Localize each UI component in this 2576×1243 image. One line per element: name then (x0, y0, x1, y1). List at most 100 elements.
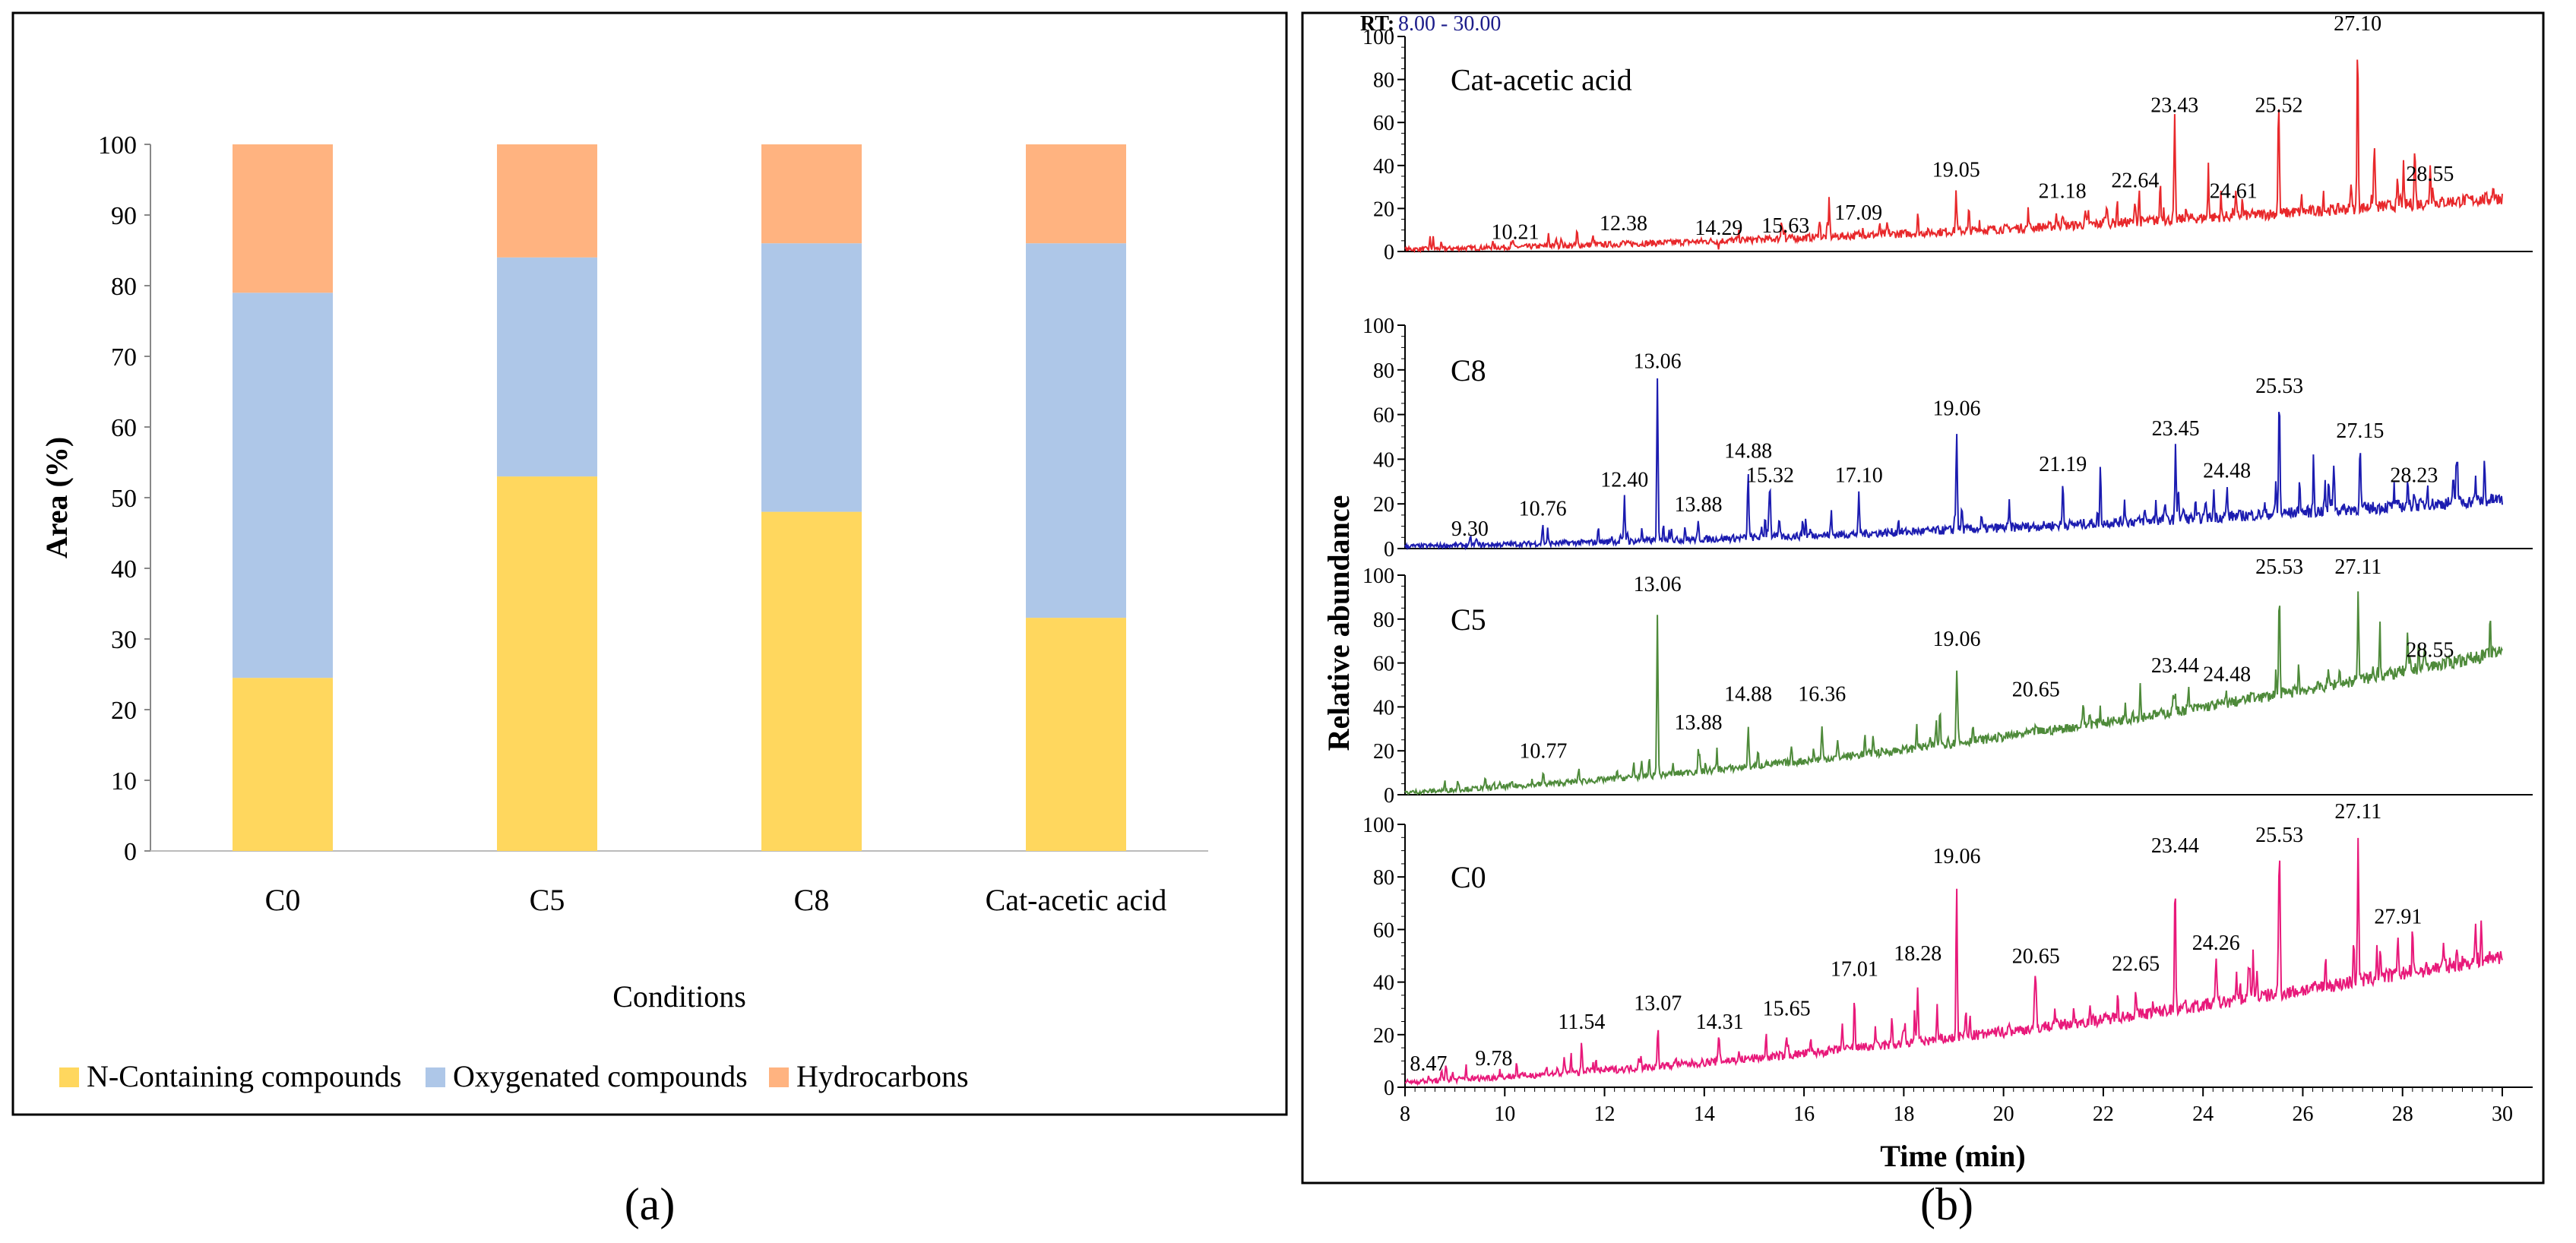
peak-label: 23.44 (2151, 654, 2199, 678)
peak-label: 12.38 (1600, 212, 1647, 236)
peak-label: 25.52 (2255, 94, 2302, 118)
peak-label: 10.76 (1519, 498, 1567, 521)
legend-swatch (426, 1067, 445, 1087)
legend: N-Containing compounds Oxygenated compoun… (59, 1059, 969, 1093)
peak-label: 25.53 (2255, 824, 2303, 847)
trace-name: C0 (1451, 860, 1486, 894)
peak-label: 22.64 (2111, 169, 2159, 193)
peak-label: 9.78 (1475, 1047, 1512, 1071)
y-tick-label: 0 (1384, 241, 1394, 264)
y-tick-label: 80 (1373, 866, 1394, 890)
peak-label: 23.43 (2150, 94, 2198, 118)
y-tick-label: 100 (98, 131, 137, 160)
peak-label: 23.45 (2152, 417, 2200, 441)
peak-label: 21.18 (2039, 180, 2087, 204)
legend-swatch (769, 1067, 789, 1087)
bar-segment (233, 678, 333, 851)
trace-name: Cat-acetic acid (1451, 63, 1632, 97)
y-tick-label: 90 (111, 202, 137, 230)
trace-c8 (1404, 378, 2503, 551)
y-tick-label: 70 (111, 343, 137, 372)
peak-label: 13.06 (1634, 350, 1682, 374)
x-tick-label: 26 (2292, 1102, 2313, 1126)
y-tick-label: 0 (1384, 1077, 1394, 1100)
trace-cat-acetic-acid (1404, 59, 2503, 254)
peak-label: 12.40 (1600, 469, 1648, 492)
peak-label: 27.11 (2334, 800, 2381, 824)
bar-segment (233, 144, 333, 293)
peak-label: 14.88 (1724, 439, 1772, 463)
y-tick-label: 50 (111, 485, 137, 513)
peak-label: 14.88 (1724, 682, 1772, 706)
x-tick-label: 10 (1494, 1102, 1515, 1126)
peak-label: 24.48 (2203, 460, 2251, 483)
y-tick-label: 20 (1373, 198, 1394, 221)
peak-label: 17.10 (1835, 464, 1883, 488)
peak-label: 14.29 (1695, 217, 1742, 240)
y-axis-title-b: Relative abundance (1321, 495, 1356, 751)
peak-label: 10.77 (1519, 740, 1567, 764)
bar-segment (1026, 618, 1126, 851)
bar-segment (1026, 243, 1126, 618)
peak-label: 28.55 (2406, 639, 2454, 663)
rt-range: 8.00 - 30.00 (1398, 12, 1501, 36)
panel-a-frame (11, 11, 1288, 1116)
peak-label: 16.36 (1798, 682, 1846, 706)
bar-segment (1026, 144, 1126, 244)
trace-name: C8 (1451, 353, 1486, 387)
trace-c0 (1405, 837, 2503, 1086)
peak-label: 27.11 (2334, 555, 2381, 579)
y-tick-label: 100 (1362, 814, 1394, 837)
x-tick-label: 30 (2492, 1102, 2513, 1126)
bar-segment (761, 144, 862, 244)
peak-label: 13.88 (1674, 711, 1722, 735)
y-tick-label: 40 (111, 555, 137, 584)
x-axis-title-a: Conditions (612, 979, 746, 1014)
peak-label: 8.47 (1410, 1052, 1447, 1076)
x-tick-label: 12 (1594, 1102, 1616, 1126)
x-tick-label: 24 (2192, 1102, 2214, 1126)
y-tick-label: 10 (111, 767, 137, 795)
peak-label: 13.07 (1634, 992, 1682, 1016)
peak-label: 27.91 (2374, 905, 2422, 928)
x-tick-label: 20 (1993, 1102, 2014, 1126)
peak-label: 10.21 (1492, 221, 1540, 245)
peak-label: 14.31 (1696, 1011, 1744, 1034)
y-tick-label: 0 (124, 838, 137, 866)
y-tick-label: 60 (1373, 653, 1394, 676)
panel-b-frame (1301, 11, 2545, 1184)
y-tick-label: 20 (1373, 1024, 1394, 1048)
x-axis-title-b: Time (min) (1880, 1139, 2025, 1173)
y-tick-label: 60 (1373, 404, 1394, 428)
x-tick-label: 22 (2093, 1102, 2114, 1126)
y-tick-label: 40 (1373, 972, 1394, 995)
peak-label: 15.32 (1746, 464, 1794, 488)
peak-label: 24.26 (2192, 931, 2240, 955)
y-tick-label: 60 (1373, 919, 1394, 942)
y-tick-label: 30 (111, 626, 137, 654)
legend-label: Oxygenated compounds (453, 1059, 748, 1093)
peak-label: 27.10 (2334, 12, 2381, 36)
peak-label: 25.53 (2255, 555, 2303, 579)
x-tick-label: 8 (1400, 1102, 1410, 1126)
peak-label: 28.23 (2390, 464, 2438, 488)
peak-label: 11.54 (1558, 1011, 1605, 1034)
y-tick-label: 80 (111, 273, 137, 301)
peak-label: 17.01 (1831, 958, 1878, 982)
y-tick-label: 40 (1373, 448, 1394, 472)
peak-label: 18.28 (1894, 942, 1941, 966)
y-tick-label: 100 (1362, 565, 1394, 588)
bar-segment (497, 476, 597, 851)
peak-label: 22.65 (2112, 953, 2160, 976)
stacked-bar-chart: 0 10 20 30 40 50 60 70 80 90 100 C0 C5 C8 Cat-acetic a… (98, 131, 1208, 917)
y-tick-label: 100 (1362, 315, 1394, 338)
x-tick-label: 16 (1793, 1102, 1815, 1126)
peak-label: 25.53 (2255, 375, 2303, 398)
peak-label: 17.09 (1834, 201, 1882, 225)
peak-label: 27.15 (2336, 419, 2384, 443)
y-tick-label: 20 (111, 697, 137, 725)
x-tick-label: C0 (265, 883, 301, 917)
peak-label: 19.05 (1932, 158, 1980, 182)
